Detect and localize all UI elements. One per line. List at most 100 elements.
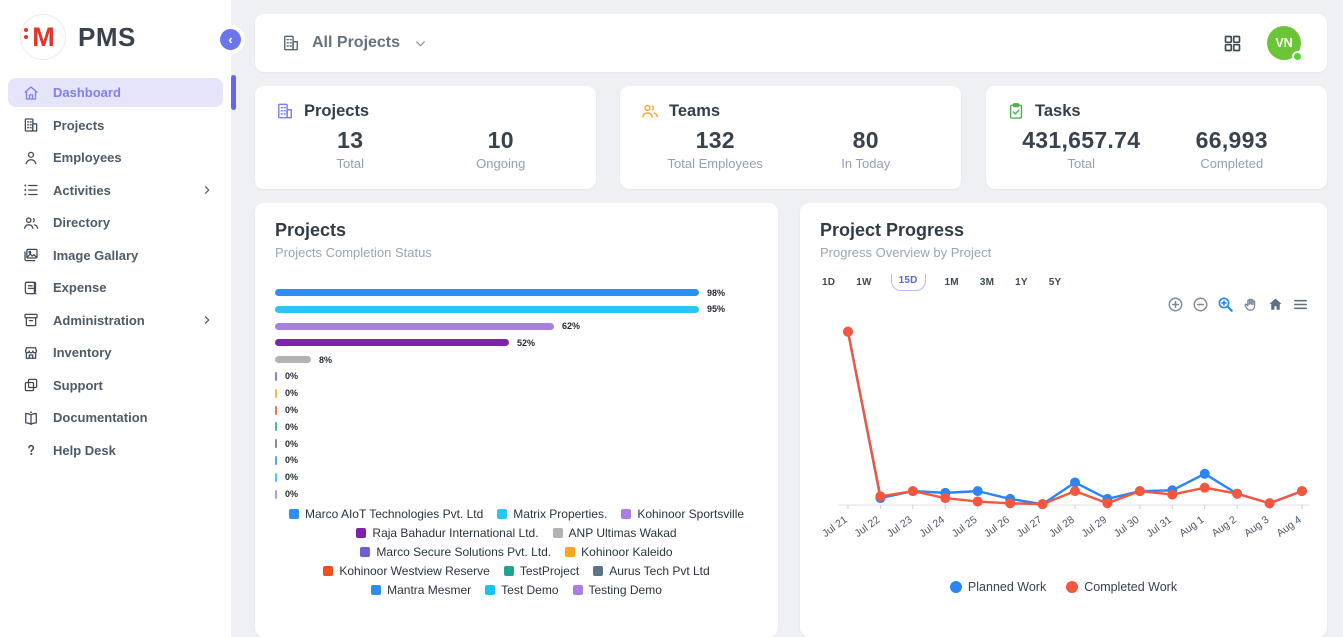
- legend-swatch-icon: [565, 547, 576, 558]
- legend-item[interactable]: Marco AIoT Technologies Pvt. Ltd: [288, 507, 483, 521]
- sidebar-item-support[interactable]: Support: [8, 371, 223, 400]
- sidebar-item-employees[interactable]: Employees: [8, 143, 223, 172]
- legend-swatch-icon: [621, 509, 632, 520]
- range-button-15d[interactable]: 15D: [890, 274, 926, 291]
- legend-swatch-icon: [552, 528, 563, 539]
- legend-item[interactable]: Aurus Tech Pvt Ltd: [593, 564, 710, 578]
- bar-value-label: 52%: [517, 337, 536, 348]
- sidebar-item-inventory[interactable]: Inventory: [8, 338, 223, 367]
- sidebar-collapse-button[interactable]: ‹: [220, 29, 241, 50]
- reset-home-icon[interactable]: [1267, 296, 1284, 313]
- range-button-1m[interactable]: 1M: [944, 277, 959, 288]
- bar-row: 0%: [275, 405, 725, 415]
- sidebar-item-projects[interactable]: Projects: [8, 111, 223, 140]
- range-button-1d[interactable]: 1D: [822, 277, 836, 288]
- metric-value: 13: [337, 127, 364, 153]
- menu-icon[interactable]: [1292, 296, 1309, 313]
- bar[interactable]: [275, 322, 554, 330]
- legend-item[interactable]: ANP Ultimas Wakad: [552, 526, 677, 540]
- bar-row: 62%: [275, 321, 725, 331]
- legend-label: TestProject: [519, 564, 580, 579]
- legend-item[interactable]: Marco Secure Solutions Pvt. Ltd.: [360, 545, 551, 559]
- svg-text:Jul 31: Jul 31: [1144, 514, 1174, 540]
- legend-label: Aurus Tech Pvt Ltd: [609, 564, 710, 579]
- bar-value-label: 98%: [706, 287, 725, 298]
- zoom-out-icon[interactable]: [1192, 296, 1209, 313]
- range-selector: 1D 1W 15D 1M 3M 1Y 5Y: [820, 274, 1307, 291]
- bar[interactable]: [275, 289, 699, 296]
- user-avatar[interactable]: VN: [1267, 26, 1303, 62]
- bar[interactable]: [275, 472, 277, 482]
- legend-item[interactable]: Kohinoor Kaleido: [565, 545, 673, 560]
- stat-card-title: Teams: [669, 101, 721, 120]
- sidebar-item-label: Directory: [53, 215, 111, 230]
- legend-item[interactable]: Completed Work: [1066, 580, 1177, 594]
- bar[interactable]: [275, 356, 311, 364]
- sidebar-item-help-desk[interactable]: Help Desk: [8, 436, 223, 465]
- bar-row: 0%: [275, 371, 725, 382]
- sidebar-item-activities[interactable]: Activities: [8, 176, 223, 205]
- building-icon: [281, 33, 301, 53]
- legend-item[interactable]: Kohinoor Sportsville: [621, 507, 744, 521]
- sidebar-item-image-gallary[interactable]: Image Gallary: [8, 241, 223, 270]
- svg-text:Jul 27: Jul 27: [1015, 514, 1045, 540]
- building-icon: [21, 116, 40, 135]
- legend-item[interactable]: Testing Demo: [572, 583, 662, 597]
- bar-value-label: 0%: [285, 371, 299, 382]
- stat-card-title: Tasks: [1035, 101, 1081, 120]
- list-icon: [21, 181, 40, 200]
- bar[interactable]: [275, 422, 277, 432]
- bar-value-label: 8%: [319, 354, 333, 365]
- chevron-down-icon: [413, 36, 428, 51]
- project-progress-card: Project Progress Progress Overview by Pr…: [800, 203, 1327, 637]
- sidebar-item-administration[interactable]: Administration: [8, 306, 223, 335]
- legend-item[interactable]: Mantra Mesmer: [371, 583, 471, 597]
- bar[interactable]: [275, 388, 277, 398]
- line-chart[interactable]: Jul 21 Jul 22 Jul 23 Jul 24 Jul 25 Jul 26 Jul …: [820, 313, 1310, 572]
- sidebar-item-label: Administration: [53, 312, 145, 328]
- sidebar-item-directory[interactable]: Directory: [8, 208, 223, 237]
- bar[interactable]: [275, 439, 277, 449]
- archive-icon: [21, 311, 40, 330]
- range-button-5y[interactable]: 5Y: [1048, 277, 1062, 288]
- legend-item[interactable]: Raja Bahadur International Ltd.: [356, 526, 539, 540]
- legend-item[interactable]: Kohinoor Westview Reserve: [323, 564, 490, 578]
- pan-icon[interactable]: [1242, 296, 1259, 313]
- legend-label: Marco Secure Solutions Pvt. Ltd.: [376, 545, 552, 560]
- legend-item[interactable]: Test Demo: [485, 583, 559, 597]
- bar[interactable]: [275, 405, 277, 415]
- range-button-3m[interactable]: 3M: [979, 277, 995, 288]
- svg-text:Jul 25: Jul 25: [950, 514, 980, 540]
- sidebar-item-label: Projects: [53, 117, 105, 133]
- legend-item[interactable]: Planned Work: [949, 580, 1047, 594]
- legend-item[interactable]: Matrix Properties.: [497, 507, 607, 521]
- sidebar-item-dashboard[interactable]: Dashboard: [8, 75, 236, 110]
- legend-label: Planned Work: [967, 580, 1047, 594]
- bar[interactable]: [275, 489, 277, 499]
- sidebar-item-documentation[interactable]: Documentation: [8, 403, 223, 432]
- metric-label: Completed: [1200, 156, 1264, 171]
- copy-icon: [21, 376, 40, 395]
- apps-grid-icon[interactable]: [1222, 33, 1243, 54]
- range-button-1y[interactable]: 1Y: [1015, 277, 1028, 288]
- chart-subtitle: Progress Overview by Project: [820, 245, 992, 260]
- stat-card-tasks: Tasks 431,657.74 Total 66,993 Completed: [986, 86, 1327, 189]
- range-button-1w[interactable]: 1W: [856, 277, 872, 288]
- metric-label: Total: [1067, 156, 1095, 171]
- bar[interactable]: [275, 455, 277, 465]
- bar[interactable]: [275, 339, 509, 347]
- legend-label: Kohinoor Sportsville: [637, 507, 745, 522]
- image-icon: [21, 246, 40, 265]
- legend-item[interactable]: TestProject: [503, 564, 580, 579]
- sidebar-item-label: Documentation: [53, 410, 148, 425]
- bar[interactable]: [275, 371, 277, 381]
- legend-label: Kohinoor Kaleido: [581, 545, 673, 560]
- zoom-in-icon[interactable]: [1167, 296, 1184, 313]
- topbar: All Projects VN: [255, 14, 1327, 72]
- metric-value: 66,993: [1195, 127, 1268, 153]
- box-zoom-icon[interactable]: [1217, 296, 1234, 313]
- project-filter-dropdown[interactable]: All Projects: [281, 33, 428, 53]
- sidebar: M PMS Dashboard Projects Employees Activiti…: [0, 0, 236, 637]
- sidebar-item-expense[interactable]: Expense: [8, 273, 223, 302]
- bar[interactable]: [275, 305, 699, 313]
